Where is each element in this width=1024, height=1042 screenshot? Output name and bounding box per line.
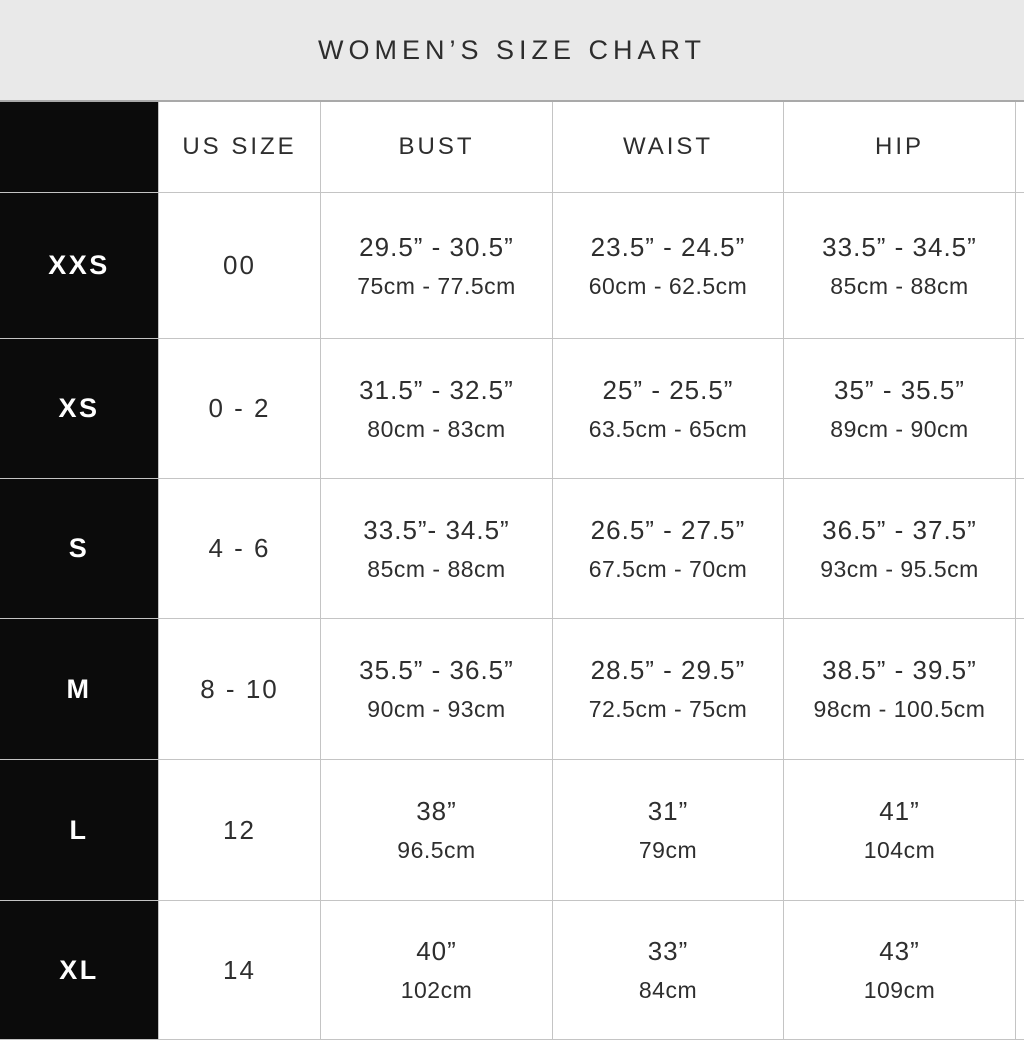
us-size-value: 8 - 10 <box>200 673 279 704</box>
cutoff-column-sliver <box>1016 619 1024 760</box>
hip-cell: 41” 104cm <box>784 760 1016 901</box>
size-label: S <box>68 533 90 563</box>
bust-cell: 38” 96.5cm <box>321 760 553 901</box>
size-label: XL <box>59 954 99 985</box>
bust-cm: 80cm - 83cm <box>367 415 506 442</box>
waist-cm: 63.5cm - 65cm <box>588 415 748 442</box>
bust-inches: 31.5” - 32.5” <box>359 374 514 405</box>
cutoff-column-sliver <box>1016 479 1024 619</box>
hip-inches: 33.5” - 34.5” <box>822 231 977 262</box>
hip-inches: 43” <box>879 936 920 966</box>
size-label: M <box>66 673 92 704</box>
size-cell-xl: XL <box>0 901 159 1040</box>
size-label: XXS <box>48 250 110 280</box>
bust-inches: 35.5” - 36.5” <box>359 655 514 685</box>
waist-inches: 25” - 25.5” <box>602 374 734 405</box>
cutoff-column-sliver <box>1016 102 1024 193</box>
us-size-value: 14 <box>223 954 256 985</box>
hip-cell: 38.5” - 39.5” 98cm - 100.5cm <box>784 619 1016 760</box>
bust-cm: 96.5cm <box>397 837 476 863</box>
title-band: WOMEN’S SIZE CHART <box>0 0 1024 102</box>
waist-inches: 28.5” - 29.5” <box>590 655 746 685</box>
waist-cell: 25” - 25.5” 63.5cm - 65cm <box>553 339 784 479</box>
size-cell-xs: XS <box>0 339 159 479</box>
us-size-cell: 14 <box>159 901 321 1040</box>
column-header-bust: BUST <box>321 102 553 193</box>
bust-cell: 33.5”- 34.5” 85cm - 88cm <box>321 479 553 619</box>
column-header-label: BUST <box>398 133 475 160</box>
bust-cell: 29.5” - 30.5” 75cm - 77.5cm <box>321 193 553 339</box>
us-size-cell: 8 - 10 <box>159 619 321 760</box>
size-cell-m: M <box>0 619 159 760</box>
waist-cell: 33” 84cm <box>553 901 784 1040</box>
cutoff-column-sliver <box>1016 901 1024 1040</box>
hip-cell: 33.5” - 34.5” 85cm - 88cm <box>784 193 1016 339</box>
waist-cm: 60cm - 62.5cm <box>588 272 748 299</box>
hip-cm: 89cm - 90cm <box>830 415 969 442</box>
bust-inches: 40” <box>416 936 457 966</box>
waist-cm: 72.5cm - 75cm <box>588 696 748 722</box>
page-title: WOMEN’S SIZE CHART <box>317 34 706 65</box>
size-label: XS <box>58 393 100 423</box>
waist-inches: 31” <box>647 796 689 826</box>
size-label: L <box>69 814 89 845</box>
hip-cm: 85cm - 88cm <box>830 272 969 299</box>
bust-cm: 102cm <box>400 977 473 1003</box>
waist-cell: 28.5” - 29.5” 72.5cm - 75cm <box>553 619 784 760</box>
column-header-us-size: US SIZE <box>159 102 321 193</box>
hip-inches: 36.5” - 37.5” <box>822 514 977 545</box>
us-size-cell: 4 - 6 <box>159 479 321 619</box>
waist-cell: 31” 79cm <box>553 760 784 901</box>
size-cell-xxs: XXS <box>0 193 159 339</box>
column-header-label: US SIZE <box>182 133 297 160</box>
size-chart-table: US SIZE BUST WAIST HIP XXS 00 29.5” - 30… <box>0 102 1024 1040</box>
bust-cell: 35.5” - 36.5” 90cm - 93cm <box>321 619 553 760</box>
hip-cell: 36.5” - 37.5” 93cm - 95.5cm <box>784 479 1016 619</box>
us-size-value: 4 - 6 <box>208 533 271 563</box>
size-cell-l: L <box>0 760 159 901</box>
hip-cm: 104cm <box>863 837 936 863</box>
cutoff-column-sliver <box>1016 339 1024 479</box>
bust-inches: 29.5” - 30.5” <box>359 231 514 262</box>
hip-inches: 41” <box>879 796 920 826</box>
column-header-waist: WAIST <box>553 102 784 193</box>
column-header-label: HIP <box>874 133 924 160</box>
bust-inches: 38” <box>416 796 457 826</box>
bust-cm: 90cm - 93cm <box>367 696 506 722</box>
waist-cm: 67.5cm - 70cm <box>588 555 748 582</box>
cutoff-column-sliver <box>1016 760 1024 901</box>
us-size-cell: 0 - 2 <box>159 339 321 479</box>
bust-cell: 40” 102cm <box>321 901 553 1040</box>
waist-cell: 23.5” - 24.5” 60cm - 62.5cm <box>553 193 784 339</box>
cutoff-column-sliver <box>1016 193 1024 339</box>
waist-cm: 79cm <box>638 837 698 863</box>
table-corner-cell <box>0 102 159 193</box>
bust-cell: 31.5” - 32.5” 80cm - 83cm <box>321 339 553 479</box>
hip-cm: 109cm <box>863 977 936 1003</box>
waist-cm: 84cm <box>638 977 698 1003</box>
waist-inches: 26.5” - 27.5” <box>590 514 746 545</box>
us-size-value: 12 <box>223 814 256 845</box>
waist-inches: 33” <box>647 936 689 966</box>
size-cell-s: S <box>0 479 159 619</box>
bust-cm: 75cm - 77.5cm <box>357 272 516 299</box>
hip-cell: 43” 109cm <box>784 901 1016 1040</box>
waist-cell: 26.5” - 27.5” 67.5cm - 70cm <box>553 479 784 619</box>
hip-inches: 35” - 35.5” <box>834 374 965 405</box>
hip-cell: 35” - 35.5” 89cm - 90cm <box>784 339 1016 479</box>
hip-cm: 98cm - 100.5cm <box>813 696 986 722</box>
hip-inches: 38.5” - 39.5” <box>822 655 977 685</box>
bust-cm: 85cm - 88cm <box>367 555 506 582</box>
us-size-cell: 00 <box>159 193 321 339</box>
column-header-hip: HIP <box>784 102 1016 193</box>
waist-inches: 23.5” - 24.5” <box>590 231 746 262</box>
column-header-label: WAIST <box>622 133 714 160</box>
hip-cm: 93cm - 95.5cm <box>820 555 979 582</box>
us-size-value: 0 - 2 <box>208 393 271 423</box>
bust-inches: 33.5”- 34.5” <box>363 514 510 545</box>
us-size-cell: 12 <box>159 760 321 901</box>
us-size-value: 00 <box>223 250 256 280</box>
